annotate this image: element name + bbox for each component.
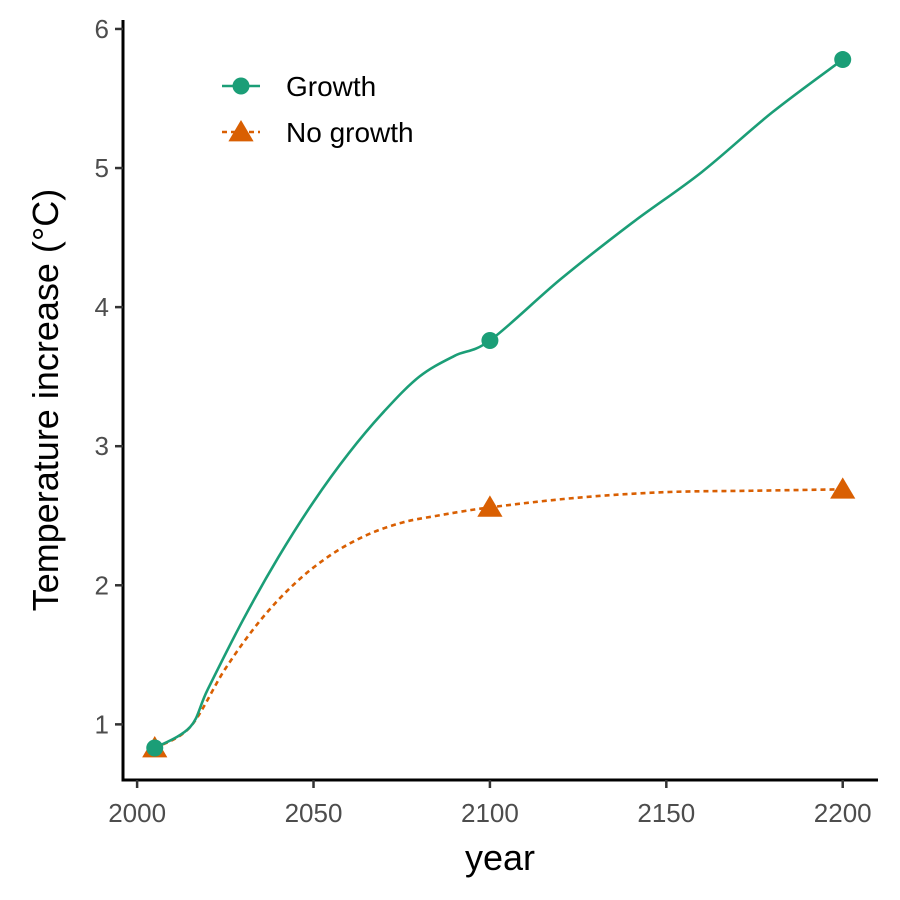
x-tick-label: 2150 <box>637 798 695 828</box>
legend: Growth No growth <box>222 71 414 148</box>
y-tick-label: 2 <box>95 570 109 600</box>
data-point-circle <box>834 51 852 69</box>
x-tick-label: 2200 <box>814 798 872 828</box>
data-point-triangle <box>830 477 856 499</box>
y-tick-label: 3 <box>95 431 109 461</box>
y-tick-label: 6 <box>95 14 109 44</box>
plot-area <box>142 51 856 758</box>
data-point-triangle <box>477 495 503 517</box>
series-layer <box>154 58 844 750</box>
x-axis-title: year <box>465 837 535 878</box>
legend-item: Growth <box>222 71 376 102</box>
data-point-circle <box>481 331 499 349</box>
x-tick-label: 2000 <box>108 798 166 828</box>
y-tick-label: 4 <box>95 292 109 322</box>
y-ticks: 1 2 3 4 5 6 <box>95 14 123 739</box>
legend-marker-circle <box>232 77 250 95</box>
x-tick-label: 2100 <box>461 798 519 828</box>
series-line-growth <box>154 58 844 750</box>
legend-item: No growth <box>222 117 414 148</box>
x-ticks: 2000 2050 2100 2150 2200 <box>108 780 872 828</box>
legend-marker-triangle <box>228 120 254 142</box>
marker-layer <box>142 51 856 758</box>
series-line-no-growth <box>154 488 843 750</box>
x-tick-label: 2050 <box>285 798 343 828</box>
y-tick-label: 1 <box>95 709 109 739</box>
legend-label: Growth <box>286 71 376 102</box>
data-point-circle <box>146 739 164 757</box>
legend-label: No growth <box>286 117 414 148</box>
y-axis-title: Temperature increase (°C) <box>25 189 66 612</box>
y-tick-label: 5 <box>95 153 109 183</box>
